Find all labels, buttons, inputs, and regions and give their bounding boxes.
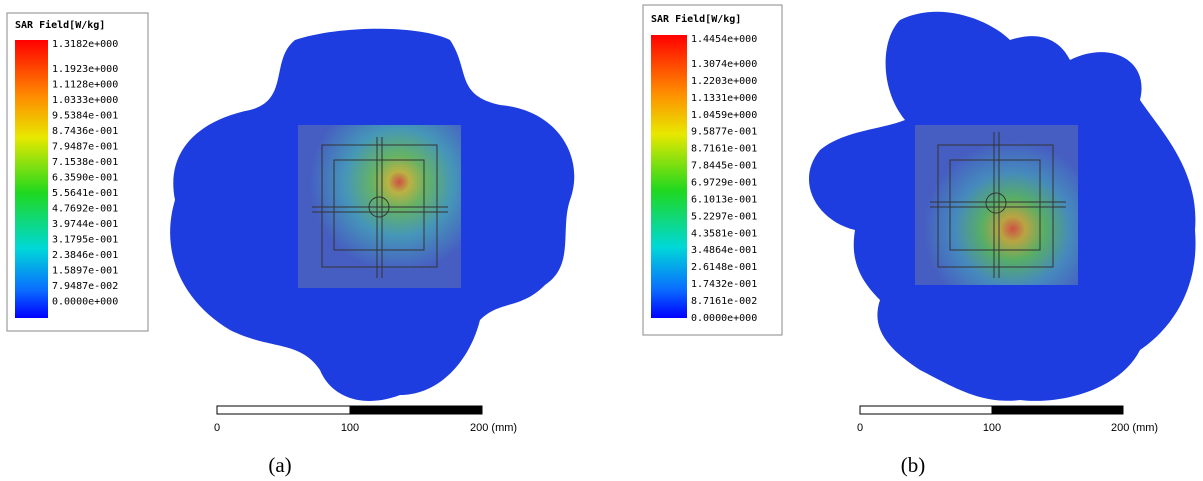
- legend-label: 1.2203e+000: [691, 76, 757, 87]
- legend-label: 1.3182e+000: [52, 39, 118, 50]
- legend-label: 2.3846e-001: [52, 250, 118, 261]
- legend-label: 4.3581e-001: [691, 228, 757, 239]
- legend-label: 0.0000e+000: [691, 313, 757, 324]
- legend-label: 5.5641e-001: [52, 188, 118, 199]
- caption: (b): [901, 453, 926, 477]
- color-bar: [651, 35, 687, 318]
- legend-label: 1.1331e+000: [691, 93, 757, 104]
- legend-title: SAR Field[W/kg]: [15, 19, 105, 31]
- legend: SAR Field[W/kg] 1.4454e+000 1.3074e+000 1.2…: [643, 5, 782, 335]
- scale-black: [350, 406, 482, 414]
- legend-label: 7.8445e-001: [691, 161, 757, 172]
- scale-label: 200 (mm): [1111, 422, 1158, 434]
- scale-label: 0: [857, 422, 863, 434]
- legend-label: 6.9729e-001: [691, 178, 757, 189]
- legend-label: 1.0459e+000: [691, 110, 757, 121]
- legend-label: 3.9744e-001: [52, 219, 118, 230]
- legend-label: 1.3074e+000: [691, 59, 757, 70]
- legend-label: 1.1128e+000: [52, 80, 118, 91]
- scale-white: [217, 406, 350, 414]
- legend-label: 8.7161e-001: [691, 144, 757, 155]
- legend-label: 1.0333e+000: [52, 95, 118, 106]
- legend-label: 1.5897e-001: [52, 266, 118, 277]
- legend-title: SAR Field[W/kg]: [651, 13, 741, 25]
- legend-label: 9.5384e-001: [52, 111, 118, 122]
- legend-label: 1.4454e+000: [691, 34, 757, 45]
- scale-black: [992, 406, 1123, 414]
- legend-label: 9.5877e-001: [691, 127, 757, 138]
- scale-label: 0: [214, 422, 220, 434]
- figure: SAR Field[W/kg] 1.3182e+000 1.1923e+000 1.1…: [0, 0, 1203, 481]
- legend-label: 5.2297e-001: [691, 211, 757, 222]
- legend-label: 3.1795e-001: [52, 235, 118, 246]
- legend-label: 0.0000e+000: [52, 297, 118, 308]
- legend: SAR Field[W/kg] 1.3182e+000 1.1923e+000 1.1…: [7, 13, 148, 331]
- legend-label: 1.7432e-001: [691, 279, 757, 290]
- caption: (a): [268, 453, 291, 477]
- legend-label: 4.7692e-001: [52, 204, 118, 215]
- legend-label: 6.1013e-001: [691, 194, 757, 205]
- legend-label: 2.6148e-001: [691, 262, 757, 273]
- sar-plot-a: [170, 29, 574, 401]
- legend-label: 8.7161e-002: [691, 296, 757, 307]
- legend-label: 7.9487e-001: [52, 142, 118, 153]
- legend-label: 6.3590e-001: [52, 173, 118, 184]
- scale-label: 100: [983, 422, 1001, 434]
- legend-label: 7.1538e-001: [52, 157, 118, 168]
- sar-plot-b: [809, 12, 1196, 401]
- legend-label: 7.9487e-002: [52, 281, 118, 292]
- scale-label: 200 (mm): [470, 422, 517, 434]
- legend-label: 1.1923e+000: [52, 64, 118, 75]
- color-bar: [15, 40, 48, 318]
- legend-label: 3.4864e-001: [691, 245, 757, 256]
- legend-label: 8.7436e-001: [52, 126, 118, 137]
- scale-white: [860, 406, 992, 414]
- scale-label: 100: [341, 422, 359, 434]
